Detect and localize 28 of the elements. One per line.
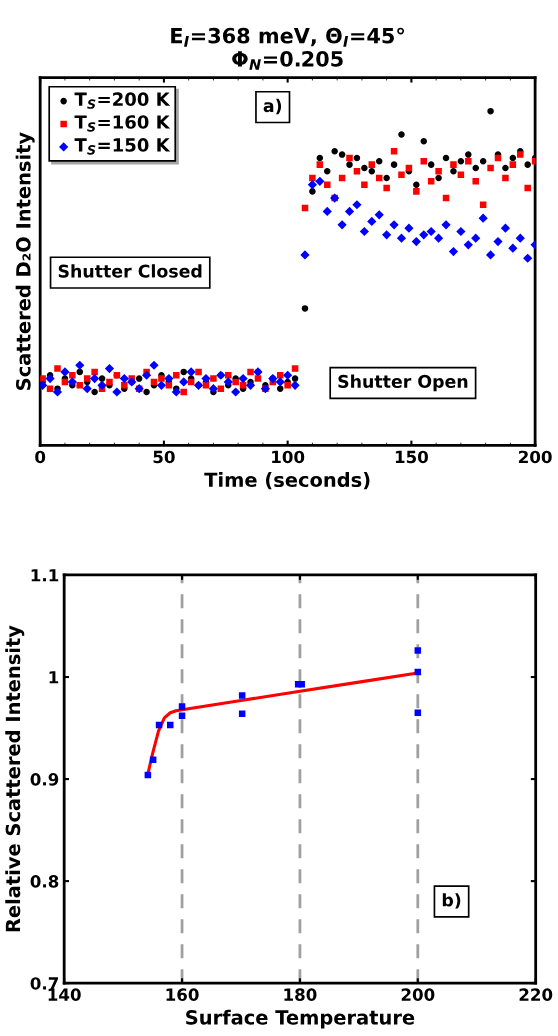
x-tick-label: 200 bbox=[401, 988, 435, 1001]
x-tick-label: 180 bbox=[284, 988, 317, 1001]
x-tick-label: 220 bbox=[519, 988, 553, 1001]
legend-label: T$_{S}$=150 K bbox=[74, 138, 171, 155]
x-tick-label: 160 bbox=[166, 988, 199, 1001]
x-axis-title: Time (seconds) bbox=[204, 472, 370, 490]
y-axis-title: Scattered D₂O Intensity bbox=[15, 132, 35, 390]
x-axis-title: Surface Temperature bbox=[186, 1009, 415, 1029]
annotation: Shutter Closed bbox=[58, 264, 202, 278]
x-tick-label: 50 bbox=[153, 450, 175, 464]
legend-label: T$_{S}$=200 K bbox=[74, 92, 171, 109]
annotation: Shutter Open bbox=[338, 374, 468, 392]
y-tick-label: 1 bbox=[49, 671, 59, 684]
x-tick-label: 0 bbox=[35, 450, 46, 464]
y-tick-label: 0.8 bbox=[30, 875, 59, 888]
x-tick-label: 100 bbox=[272, 450, 305, 464]
y-tick-label: 1.1 bbox=[31, 569, 59, 582]
annotation: b) bbox=[442, 893, 461, 909]
x-tick-label: 140 bbox=[48, 988, 81, 1001]
chart-title: E$_{I}$=368 meV, Θ$_{I}$=45° bbox=[171, 27, 405, 47]
x-tick-label: 150 bbox=[395, 450, 428, 464]
chart-subtitle: Φ$_{N}$=0.205 bbox=[232, 50, 343, 70]
x-tick-label: 200 bbox=[519, 450, 552, 464]
legend-label: T$_{S}$=160 K bbox=[74, 115, 171, 132]
y-tick-label: 0.9 bbox=[30, 773, 59, 786]
annotation: a) bbox=[263, 98, 282, 115]
y-axis-title: Relative Scattered Intensity bbox=[5, 625, 25, 932]
y-tick-label: 0.7 bbox=[30, 977, 58, 990]
